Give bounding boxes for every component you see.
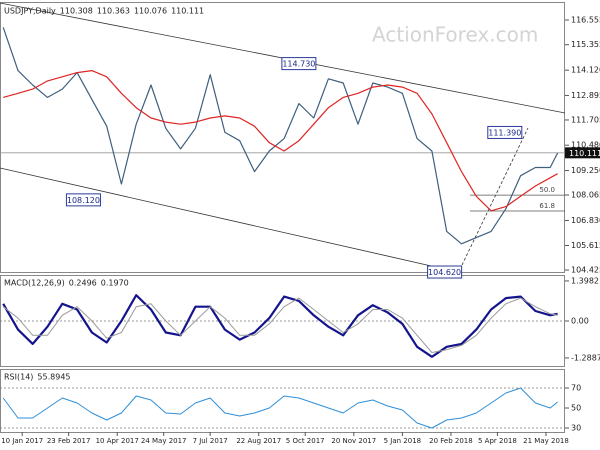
x-tick-label: 10 Apr 2017 <box>96 437 139 445</box>
y-tick-label: 115.355 <box>571 40 600 49</box>
x-tick-label: 5 Oct 2017 <box>286 437 325 445</box>
y-tick-label: 104.425 <box>571 266 600 275</box>
price-label: 108.120 <box>67 196 100 205</box>
fib-line <box>461 127 529 266</box>
y-tick-label: 30 <box>571 424 581 433</box>
panel-title: USDJPY,Daily <box>4 7 56 16</box>
price-label-box <box>487 125 523 139</box>
series-line <box>2 27 559 245</box>
rsi-panel <box>0 369 565 433</box>
series-line <box>2 297 558 353</box>
y-tick-label: 111.705 <box>571 115 600 124</box>
x-tick-label: 10 Jan 2017 <box>1 437 43 445</box>
price-label: 104.620 <box>428 268 461 277</box>
y-tick-label: 70 <box>571 384 581 393</box>
x-tick-label: 20 Feb 2018 <box>429 437 473 445</box>
price-label-box <box>281 57 317 71</box>
watermark: ActionForex.com <box>372 23 538 47</box>
fib-label: 50.0 <box>539 186 555 194</box>
readout: 0.1970 <box>101 279 129 288</box>
main-panel <box>0 2 565 273</box>
readout: 0.2496 <box>69 279 97 288</box>
y-tick-label: 110.480 <box>571 141 600 150</box>
price-label: 114.730 <box>282 60 315 69</box>
fib-label: 61.8 <box>539 202 555 210</box>
readout: 110.308 <box>60 7 93 16</box>
x-tick-label: 5 Jan 2018 <box>384 437 422 445</box>
readout: 110.076 <box>134 7 167 16</box>
last-price-box <box>565 147 600 159</box>
y-tick-label: 109.250 <box>571 166 600 175</box>
y-tick-label: 116.555 <box>571 15 600 24</box>
y-tick-label: 106.830 <box>571 216 600 225</box>
x-tick-label: 21 May 2018 <box>523 437 569 445</box>
x-tick-label: 24 May 2017 <box>141 437 187 445</box>
y-tick-label: 0.00 <box>571 317 589 326</box>
y-tick-label: 114.120 <box>571 66 600 75</box>
price-label-box <box>65 193 101 207</box>
x-tick-label: 20 Nov 2017 <box>331 437 376 445</box>
series-line <box>2 294 558 358</box>
y-tick-label: -1.2887 <box>571 353 600 362</box>
price-label-box <box>427 265 463 279</box>
x-tick-label: 7 Jul 2017 <box>193 437 228 445</box>
y-tick-label: 112.895 <box>571 91 600 100</box>
x-tick-label: 22 Aug 2017 <box>236 437 281 445</box>
readout: 55.8945 <box>37 373 70 382</box>
series-line <box>3 70 558 212</box>
price-label: 111.390 <box>488 128 521 137</box>
y-tick-label: 105.615 <box>571 241 600 250</box>
panel-title: RSI(14) <box>4 373 33 382</box>
panel-title: MACD(12,26,9) <box>4 279 65 288</box>
readout: 110.363 <box>97 7 130 16</box>
readout: 110.111 <box>171 7 204 16</box>
series-line <box>2 387 558 429</box>
y-tick-label: 1.3982 <box>571 276 599 285</box>
x-tick-label: 23 Feb 2017 <box>47 437 91 445</box>
y-tick-label: 108.065 <box>571 191 600 200</box>
last-price-label: 110.111 <box>569 149 600 158</box>
y-tick-label: 50 <box>571 404 581 413</box>
lower-channel-line <box>0 167 441 269</box>
x-tick-label: 5 Apr 2018 <box>478 437 517 445</box>
